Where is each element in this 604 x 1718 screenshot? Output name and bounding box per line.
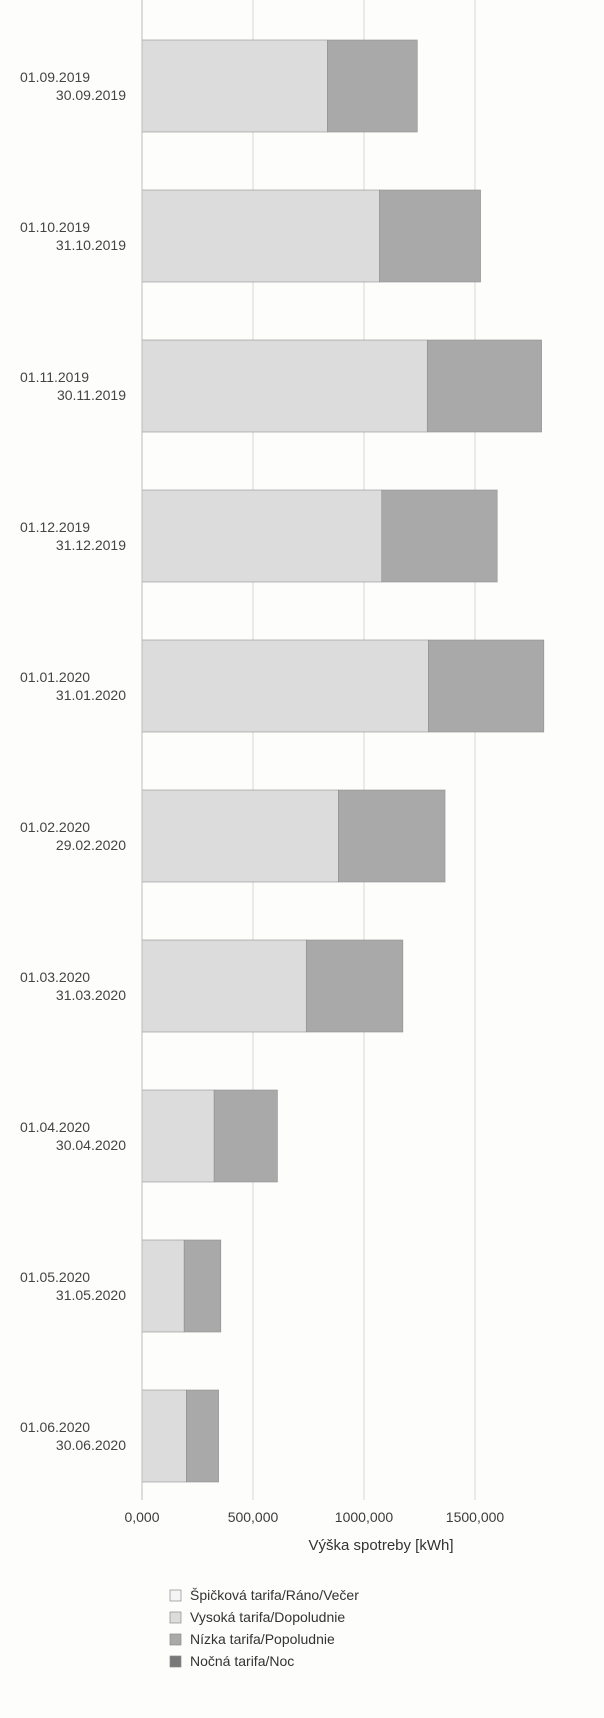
bar-segment-1-1 [141,189,380,283]
category-label-end-6: 31.03.2020 [56,987,126,1003]
x-tick-label-2: 1000,000 [335,1509,394,1525]
bar-segment-3-2 [381,489,498,583]
bar-segment-2-2 [426,339,542,433]
bar-segment-8-2 [183,1239,222,1333]
bar-segment-0-2 [327,39,418,133]
bar-segment-5-2 [338,789,446,883]
x-tick-label-0: 0,000 [124,1509,159,1525]
category-label-start-0: 01.09.2019 [20,69,90,85]
x-tick-label-1: 500,000 [228,1509,279,1525]
category-label-end-3: 31.12.2019 [56,537,126,553]
bar-segment-9-1 [141,1389,187,1483]
category-label-end-0: 30.09.2019 [56,87,126,103]
bar-segment-1-2 [379,189,481,283]
bar-segment-3-1 [141,489,383,583]
category-label-end-2: 30.11.2019 [57,387,126,403]
category-label-start-3: 01.12.2019 [20,519,90,535]
category-label-start-8: 01.05.2020 [20,1269,90,1285]
category-label-start-7: 01.04.2020 [20,1119,90,1135]
legend: Špičková tarifa/Ráno/Večer Vysoká tarifa/… [169,1587,359,1669]
x-tick-labels: 0,000 500,000 1000,000 1500,000 [124,1509,504,1525]
category-label-start-4: 01.01.2020 [20,669,90,685]
bar-segment-7-1 [141,1089,215,1183]
category-label-end-8: 31.05.2020 [56,1287,126,1303]
bar-segment-6-2 [305,939,404,1033]
category-label-end-5: 29.02.2020 [56,837,126,853]
bar-segment-4-2 [428,639,545,733]
bar-segment-6-1 [141,939,307,1033]
legend-swatch-2 [169,1633,182,1646]
bar-segment-8-1 [141,1239,185,1333]
bar-stacks [141,39,545,1483]
legend-label-0: Špičková tarifa/Ráno/Večer [190,1587,359,1603]
legend-label-1: Vysoká tarifa/Dopoludnie [190,1609,345,1625]
category-label-end-4: 31.01.2020 [56,687,126,703]
legend-swatch-0 [169,1589,182,1602]
bar-segment-2-1 [141,339,428,433]
category-label-end-1: 31.10.2019 [56,237,126,253]
bar-segment-7-2 [213,1089,278,1183]
bar-segment-5-1 [141,789,339,883]
category-label-start-2: 01.11.2019 [20,369,89,385]
category-label-end-7: 30.04.2020 [56,1137,126,1153]
category-label-start-9: 01.06.2020 [20,1419,90,1435]
bar-segment-0-1 [141,39,328,133]
category-labels: 01.09.2019 30.09.2019 01.10.2019 31.10.2019… [20,69,126,1453]
legend-swatch-1 [169,1611,182,1624]
legend-label-2: Nízka tarifa/Popoludnie [190,1631,335,1647]
category-label-start-1: 01.10.2019 [20,219,90,235]
category-label-start-5: 01.02.2020 [20,819,90,835]
category-label-start-6: 01.03.2020 [20,969,90,985]
bar-segment-4-1 [141,639,429,733]
x-axis-label: Výška spotreby [kWh] [308,1537,453,1554]
bar-segment-9-2 [186,1389,219,1483]
legend-swatch-3 [169,1655,182,1668]
x-tick-label-3: 1500,000 [446,1509,505,1525]
legend-label-3: Nočná tarifa/Noc [190,1653,294,1669]
category-label-end-9: 30.06.2020 [56,1437,126,1453]
